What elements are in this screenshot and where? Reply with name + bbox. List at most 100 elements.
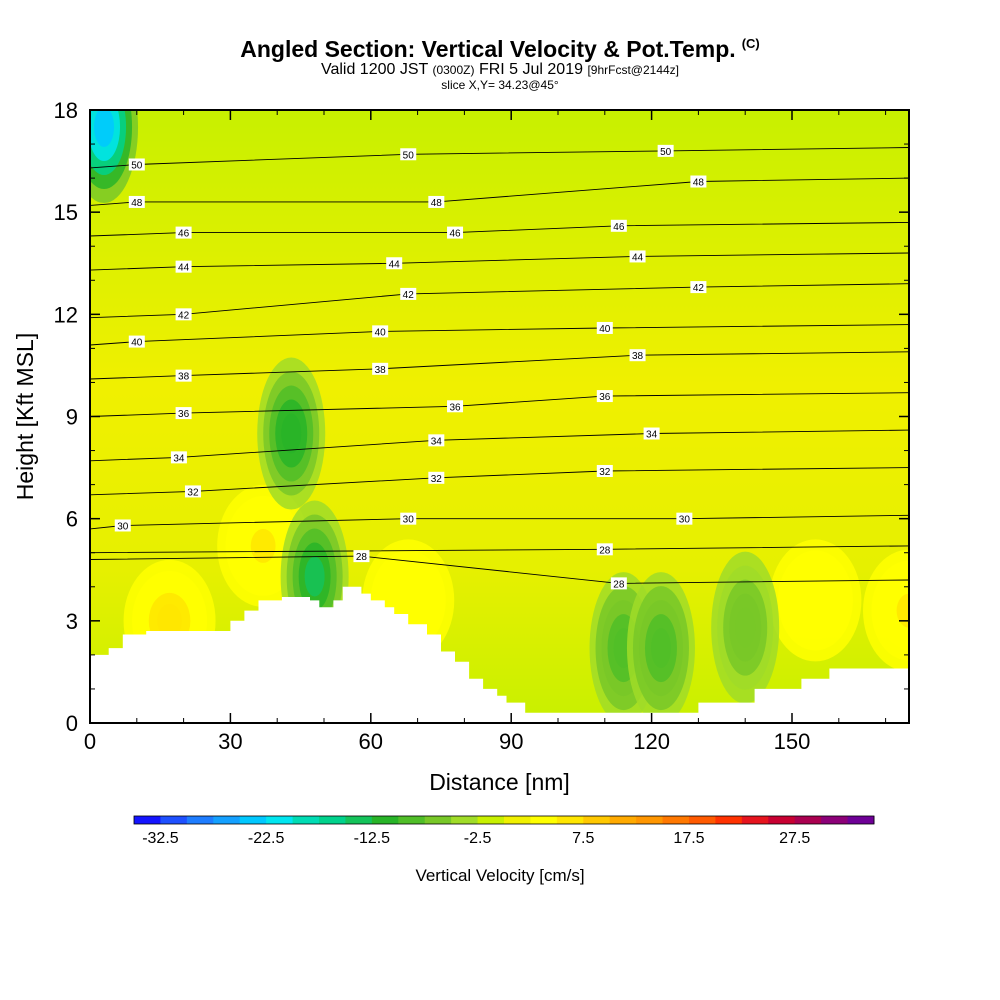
isentrope-label: 48 bbox=[128, 195, 145, 209]
isentrope-label: 34 bbox=[170, 451, 187, 464]
colorbar-swatch bbox=[319, 816, 346, 824]
isentrope-label: 40 bbox=[372, 325, 389, 338]
isentrope-label: 46 bbox=[175, 226, 192, 240]
isentrope-label: 40 bbox=[128, 335, 145, 349]
isentrope-label-bg bbox=[175, 226, 192, 239]
x-tick-label: 150 bbox=[774, 729, 811, 754]
isentrope-label: 28 bbox=[610, 577, 627, 590]
isentrope-label: 44 bbox=[175, 260, 192, 274]
isentrope-label-bg bbox=[400, 148, 417, 161]
isentrope-label-bg bbox=[114, 519, 131, 532]
isentrope-label-bg bbox=[128, 158, 145, 171]
title-text: Angled Section: Vertical Velocity & Pot.… bbox=[240, 36, 736, 62]
isentrope-label-bg bbox=[610, 577, 627, 590]
isentrope-label-bg bbox=[400, 512, 417, 525]
isentrope-label-bg bbox=[353, 550, 370, 563]
isentrope-label: 36 bbox=[447, 400, 464, 413]
isentrope-label-text: 42 bbox=[403, 290, 415, 301]
isentrope-label-bg bbox=[657, 144, 674, 157]
isentrope-label-bg bbox=[372, 325, 389, 338]
x-tick-label: 60 bbox=[359, 729, 383, 754]
isentrope-label-text: 38 bbox=[632, 351, 644, 362]
isentrope-label-text: 50 bbox=[403, 150, 415, 161]
isentrope-label: 28 bbox=[353, 550, 370, 563]
isentrope-label: 36 bbox=[175, 407, 192, 420]
title-units-mark: (C) bbox=[741, 36, 760, 52]
isentrope-label-text: 32 bbox=[599, 467, 611, 478]
isentrope-label-text: 48 bbox=[693, 178, 705, 189]
downdraft-core-band bbox=[735, 607, 756, 648]
colorbar-tick-label: -32.5 bbox=[142, 830, 179, 847]
downdraft-core-band bbox=[304, 556, 325, 597]
colorbar-swatch bbox=[715, 816, 743, 824]
colorbar-swatch bbox=[371, 816, 399, 824]
isentrope-label-bg bbox=[447, 226, 464, 239]
x-tick-label: 120 bbox=[633, 729, 670, 754]
isentrope-label: 44 bbox=[629, 250, 646, 263]
isentrope-label-bg bbox=[610, 219, 627, 232]
isentrope-label-text: 40 bbox=[131, 338, 143, 349]
isentrope-label-bg bbox=[400, 287, 417, 300]
isentrope-label-bg bbox=[690, 175, 707, 188]
isentrope-label: 34 bbox=[643, 427, 660, 441]
isentrope-label: 46 bbox=[447, 226, 464, 240]
updraft-core bbox=[769, 539, 862, 662]
isentrope-label-bg bbox=[676, 512, 693, 525]
isentrope-label: 42 bbox=[400, 287, 417, 301]
y-tick-label: 12 bbox=[54, 302, 78, 327]
isentrope-label: 32 bbox=[596, 464, 613, 478]
isentrope-label-bg bbox=[175, 369, 192, 382]
isentrope-label-text: 42 bbox=[178, 310, 190, 321]
colorbar-swatch bbox=[689, 816, 716, 824]
downdraft-core bbox=[90, 110, 139, 204]
isentrope-label-text: 30 bbox=[117, 521, 129, 532]
colorbar: -32.5 -22.5 -12.5 -2.5 7.5 17.5 27.5 Vertical V… bbox=[133, 815, 875, 885]
y-tick-label: 15 bbox=[54, 200, 78, 225]
isentrope-label-text: 32 bbox=[431, 474, 443, 485]
isentrope-label-bg bbox=[175, 407, 192, 420]
isentrope-label-text: 40 bbox=[599, 324, 611, 335]
contour-labels: 28 28 28 30 30 30 32 32 32 34 34 34 36 36 36 38 38 38 40 40… bbox=[114, 144, 707, 590]
chart-title: Angled Section: Vertical Velocity & Pot.… bbox=[0, 36, 1000, 63]
slice-info: slice X,Y= 34.23@45° bbox=[441, 78, 559, 92]
colorbar-swatch bbox=[530, 816, 558, 824]
colorbar-swatch bbox=[186, 816, 214, 824]
isentrope-label-bg bbox=[447, 400, 464, 413]
isentrope-label: 32 bbox=[428, 471, 445, 485]
isentrope-label-text: 30 bbox=[403, 515, 415, 526]
colorbar-swatch bbox=[794, 816, 822, 824]
isentrope-label-text: 48 bbox=[131, 198, 143, 209]
isentrope-label-text: 30 bbox=[679, 515, 691, 526]
isentrope-label-bg bbox=[175, 260, 192, 273]
isentrope-label-text: 44 bbox=[632, 252, 644, 263]
isentrope-label: 50 bbox=[128, 158, 145, 171]
isentrope-label: 50 bbox=[657, 144, 674, 158]
updraft-core bbox=[217, 484, 310, 607]
colorbar-swatch bbox=[424, 816, 452, 824]
colorbar-swatch bbox=[821, 816, 849, 824]
isentrope-label-text: 46 bbox=[613, 222, 625, 233]
isentrope-label-text: 50 bbox=[660, 147, 672, 158]
updraft-core-band bbox=[896, 593, 909, 628]
isentrope-label-bg bbox=[386, 257, 403, 270]
colorbar-frame bbox=[133, 815, 875, 825]
isentrope-label-text: 46 bbox=[449, 229, 461, 240]
isentrope-label-bg bbox=[428, 471, 445, 484]
isentrope-label-bg bbox=[596, 321, 613, 334]
isentrope-label: 48 bbox=[690, 175, 707, 189]
isentrope-label: 28 bbox=[596, 543, 613, 556]
isentrope-label-bg bbox=[629, 349, 646, 362]
isentrope-label-text: 46 bbox=[178, 229, 190, 240]
isentrope-label: 30 bbox=[114, 519, 131, 532]
colorbar-swatch bbox=[134, 816, 161, 824]
isentrope-label-text: 38 bbox=[178, 372, 190, 383]
chart-subtitle: Valid 1200 JST (0300Z) FRI 5 Jul 2019 [9… bbox=[0, 61, 1000, 79]
isentrope-label-bg bbox=[643, 427, 660, 440]
isentrope-label-bg bbox=[175, 308, 192, 321]
isentrope-label-text: 34 bbox=[173, 453, 185, 464]
terrain-mask bbox=[90, 586, 909, 723]
colorbar-swatch bbox=[477, 816, 505, 824]
isentrope-label-bg bbox=[690, 281, 707, 294]
subtitle-date: FRI 5 Jul 2019 bbox=[478, 61, 583, 78]
isentrope-label: 30 bbox=[676, 512, 693, 526]
